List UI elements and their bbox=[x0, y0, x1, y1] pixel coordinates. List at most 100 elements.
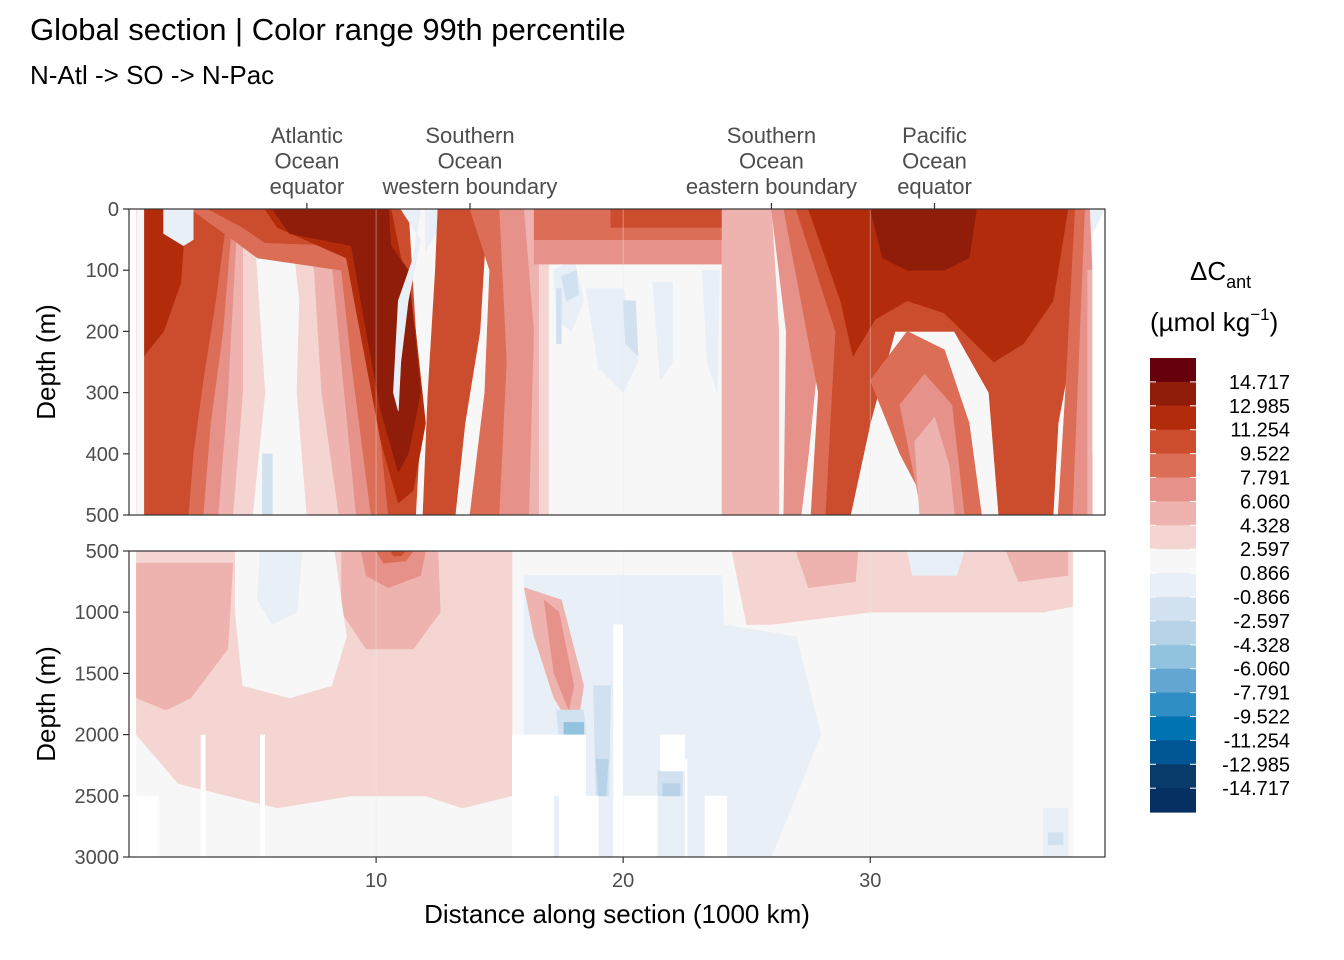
upper-y-tick-label-4: 400 bbox=[86, 444, 119, 466]
lower-nodata-11 bbox=[1072, 551, 1105, 857]
lower-region-20 bbox=[795, 551, 859, 589]
upper-region-32 bbox=[610, 209, 733, 228]
upper-region-13 bbox=[271, 209, 421, 473]
legend-swatch-3 bbox=[1150, 429, 1196, 455]
legend-label-16: -12.985 bbox=[1222, 754, 1290, 776]
lower-y-tick-label-5: 3000 bbox=[75, 847, 120, 869]
upper-gridlines bbox=[375, 209, 871, 515]
legend-swatch-15 bbox=[1150, 716, 1196, 741]
lower-nodata-1 bbox=[554, 734, 587, 796]
upper-region-47 bbox=[262, 453, 273, 515]
lower-contour-fill bbox=[136, 551, 1105, 857]
legend-break-labels: 14.71712.98511.2549.5227.7916.0604.3282.… bbox=[1150, 372, 1290, 800]
top-label-0-line-2: equator bbox=[270, 174, 345, 199]
lower-nodata-4 bbox=[613, 624, 624, 857]
lower-region-12 bbox=[543, 599, 575, 712]
upper-region-37 bbox=[808, 209, 1069, 363]
legend-swatch-18 bbox=[1150, 788, 1196, 813]
x-tick-label-0: 10 bbox=[365, 870, 387, 892]
legend-title: ΔCant bbox=[1190, 256, 1251, 292]
top-label-1-line-2: western boundary bbox=[382, 174, 558, 199]
legend-swatch-14 bbox=[1150, 692, 1196, 717]
upper-region-15 bbox=[393, 209, 421, 412]
lower-y-tick-label-4: 2500 bbox=[75, 786, 120, 808]
color-legend: ΔCant (µmol kg−1) 14.71712.98511.2549.52… bbox=[1150, 256, 1290, 813]
top-label-0-line-0: Atlantic bbox=[271, 123, 343, 148]
top-label-2-line-0: Southern bbox=[727, 123, 816, 148]
upper-y-tick-label-3: 300 bbox=[86, 383, 119, 405]
lower-nodata-3 bbox=[613, 795, 658, 857]
legend-title-subscript: ant bbox=[1226, 272, 1251, 292]
top-label-2-line-1: Ocean bbox=[739, 149, 804, 174]
lower-nodata-7 bbox=[704, 795, 727, 857]
legend-swatch-4 bbox=[1150, 453, 1196, 478]
legend-swatch-10 bbox=[1150, 597, 1196, 622]
legend-swatch-7 bbox=[1150, 525, 1196, 550]
legend-colorbar bbox=[1150, 358, 1196, 813]
legend-label-17: -14.717 bbox=[1222, 778, 1290, 800]
x-axis: 10 20 30 bbox=[365, 857, 881, 892]
upper-panel-border bbox=[128, 208, 1106, 516]
legend-swatch-5 bbox=[1150, 477, 1196, 502]
lower-region-5 bbox=[375, 551, 414, 564]
x-tick-label-2: 30 bbox=[859, 870, 881, 892]
legend-swatch-9 bbox=[1150, 573, 1196, 598]
lower-y-axis-title: Depth (m) bbox=[31, 646, 61, 762]
upper-region-28 bbox=[556, 288, 562, 344]
legend-units-post: ) bbox=[1270, 307, 1279, 337]
lower-y-tick-label-2: 1500 bbox=[75, 663, 120, 685]
lower-region-25 bbox=[1047, 832, 1064, 846]
lower-nodata-5 bbox=[660, 734, 685, 772]
upper-region-14 bbox=[163, 209, 194, 247]
lower-y-axis: 500 1000 1500 2000 2500 3000 bbox=[75, 541, 129, 869]
legend-swatch-6 bbox=[1150, 501, 1196, 526]
legend-units-pre: (µmol kg bbox=[1150, 307, 1250, 337]
legend-label-12: -6.060 bbox=[1233, 659, 1290, 681]
upper-y-axis: 0 100 200 300 400 500 bbox=[86, 199, 129, 527]
lower-y-tick-label-0: 500 bbox=[86, 541, 119, 563]
top-label-3-line-2: equator bbox=[897, 174, 972, 199]
top-label-1-line-1: Ocean bbox=[438, 149, 503, 174]
lower-depth-panel: 500 1000 1500 2000 2500 3000 10 20 30 bbox=[75, 541, 1106, 892]
lower-region-22 bbox=[906, 551, 965, 576]
legend-swatch-13 bbox=[1150, 668, 1196, 694]
lower-nodata-8 bbox=[136, 795, 159, 857]
legend-label-8: 0.866 bbox=[1240, 563, 1290, 585]
top-label-2-line-2: eastern boundary bbox=[686, 174, 857, 199]
legend-label-7: 2.597 bbox=[1240, 539, 1290, 561]
lower-region-16 bbox=[595, 758, 609, 797]
upper-nodata-0 bbox=[1092, 209, 1105, 515]
upper-region-41 bbox=[914, 416, 955, 515]
lower-nodata-10 bbox=[260, 734, 265, 857]
upper-region-26 bbox=[652, 282, 673, 382]
legend-label-6: 4.328 bbox=[1240, 515, 1290, 537]
legend-label-2: 11.254 bbox=[1230, 420, 1290, 442]
lower-gridlines bbox=[375, 551, 871, 857]
legend-label-0: 14.717 bbox=[1229, 372, 1290, 394]
upper-y-axis-title: Depth (m) bbox=[31, 304, 61, 420]
legend-label-4: 7.791 bbox=[1240, 468, 1290, 490]
lower-y-tick-label-3: 2000 bbox=[75, 725, 120, 747]
legend-units: (µmol kg−1) bbox=[1150, 305, 1278, 337]
upper-region-46 bbox=[136, 209, 145, 515]
region-top-axis: AtlanticOceanequatorSouthernOceanwestern… bbox=[270, 123, 972, 209]
legend-title-main: ΔC bbox=[1190, 256, 1226, 286]
legend-label-10: -2.597 bbox=[1233, 611, 1290, 633]
top-label-3-line-1: Ocean bbox=[902, 149, 967, 174]
lower-region-18 bbox=[662, 783, 681, 797]
legend-label-13: -7.791 bbox=[1233, 683, 1290, 705]
lower-nodata-9 bbox=[200, 734, 206, 857]
upper-y-tick-label-1: 100 bbox=[86, 260, 119, 282]
upper-y-tick-label-0: 0 bbox=[108, 199, 119, 221]
lower-region-6 bbox=[390, 551, 407, 557]
lower-nodata-0 bbox=[512, 734, 554, 857]
legend-label-15: -11.254 bbox=[1224, 730, 1290, 752]
lower-region-14 bbox=[563, 722, 584, 735]
legend-units-superscript: −1 bbox=[1250, 305, 1269, 324]
top-label-1-line-0: Southern bbox=[425, 123, 514, 148]
legend-label-1: 12.985 bbox=[1229, 396, 1290, 418]
legend-swatch-17 bbox=[1150, 764, 1196, 789]
legend-swatch-1 bbox=[1150, 381, 1196, 407]
upper-region-29 bbox=[622, 300, 639, 357]
